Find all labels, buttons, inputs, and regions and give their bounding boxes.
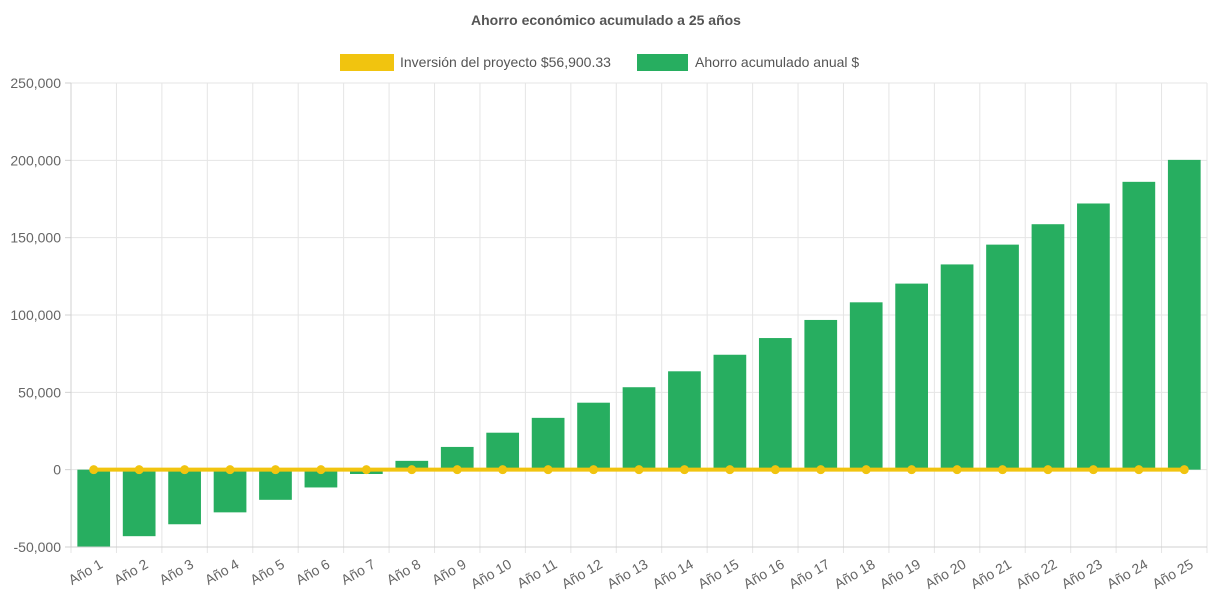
bar [804,319,838,470]
legend-swatch-ahorro [637,54,688,71]
x-tick-label: Año 14 [650,556,697,592]
x-tick-label: Año 16 [740,556,787,592]
x-tick-label: Año 25 [1149,556,1196,592]
y-tick-label: 150,000 [10,230,61,246]
x-tick-label: Año 7 [338,556,378,588]
bar [486,432,520,470]
line-point [180,465,190,475]
line-point [952,465,962,475]
y-tick-label: 200,000 [10,152,61,168]
x-tick-label: Año 20 [922,556,969,592]
x-tick-label: Año 9 [429,556,469,588]
legend-label-ahorro: Ahorro acumulado anual $ [695,54,859,70]
chart-title: Ahorro económico acumulado a 25 años [471,12,741,28]
bar [1031,224,1065,470]
x-tick-label: Año 4 [202,556,242,588]
y-tick-label: 0 [53,462,61,478]
x-tick-label: Año 12 [559,556,606,592]
x-tick-label: Año 11 [514,556,560,592]
line-point [861,465,871,475]
y-tick-label: 250,000 [10,75,61,91]
line-point [1179,465,1189,475]
bar [986,244,1019,470]
x-tick-label: Año 8 [384,556,424,588]
bar [758,338,792,470]
legend-item-ahorro[interactable]: Ahorro acumulado anual $ [637,54,859,71]
line-point [361,465,371,475]
x-tick-label: Año 17 [786,556,833,592]
line-point [270,465,280,475]
y-tick-label: 100,000 [10,307,61,323]
line-series [89,465,1189,475]
line-point [134,465,144,475]
x-tick-label: Año 19 [877,556,924,592]
line-point [725,465,735,475]
x-tick-label: Año 15 [695,556,742,592]
x-tick-label: Año 23 [1058,556,1105,592]
bar [668,371,701,470]
bar [440,446,474,470]
line-point [543,465,553,475]
line-point [316,465,326,475]
bar [259,469,292,500]
legend-swatch-inversion [340,54,394,71]
y-axis: -50,000 0 50,000 100,000 150,000 200,000 250,0… [10,75,72,555]
line-point [634,465,644,475]
x-tick-label: Año 3 [156,556,196,588]
line-point [770,465,780,475]
line-point [907,465,917,475]
line-point [1134,465,1144,475]
bar [622,387,656,470]
bar [577,402,610,470]
x-tick-label: Año 18 [831,556,878,592]
line-point [498,465,508,475]
bar [77,469,111,547]
bar [940,264,974,470]
x-axis: Año 1 Año 2 Año 3 Año 4 Año 5 Año 6 Año 7 Año 8… [66,546,1207,592]
line-point [407,465,417,475]
x-tick-label: Año 10 [468,556,515,592]
bar [1167,159,1201,470]
x-tick-label: Año 21 [968,556,1015,592]
bar [849,302,883,470]
bar [168,469,201,525]
x-tick-label: Año 13 [604,556,651,592]
x-tick-label: Año 22 [1013,556,1060,592]
x-tick-label: Año 6 [293,556,333,588]
line-point [998,465,1008,475]
x-tick-label: Año 24 [1104,556,1151,592]
line-point [89,465,99,475]
bar-series [77,159,1201,547]
legend-item-inversion[interactable]: Inversión del proyecto $56,900.33 [340,54,611,71]
bar [122,469,156,537]
x-tick-label: Año 5 [247,556,287,588]
bar [1077,203,1110,470]
line-point [225,465,235,475]
x-tick-label: Año 2 [111,556,151,588]
line-point [816,465,826,475]
bar [531,417,565,470]
line-point [589,465,599,475]
line-point [1088,465,1098,475]
line-point [1043,465,1053,475]
bar [304,469,338,488]
line-point [679,465,689,475]
x-tick-label: Año 1 [66,556,106,588]
bar [1122,181,1156,470]
bar [713,354,747,470]
y-tick-label: 50,000 [18,384,61,400]
line-point [452,465,462,475]
bar [895,283,928,470]
legend: Inversión del proyecto $56,900.33 Ahorro… [340,54,859,71]
y-tick-label: -50,000 [14,539,62,555]
legend-label-inversion: Inversión del proyecto $56,900.33 [400,54,611,70]
gridlines [70,82,1208,553]
bar [213,469,247,513]
